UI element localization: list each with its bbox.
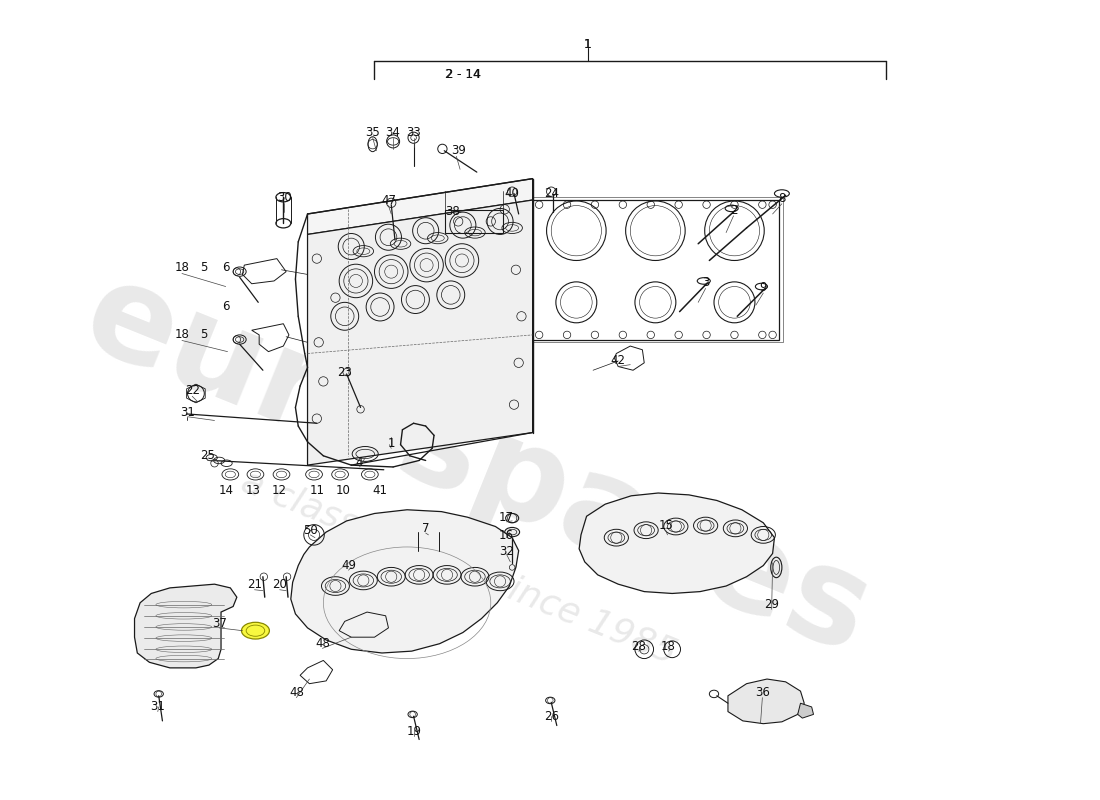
Text: 35: 35 [365,126,380,138]
Text: 39: 39 [451,144,465,158]
Text: 31: 31 [151,701,165,714]
Text: 12: 12 [272,484,287,497]
Polygon shape [728,679,804,724]
Text: 48: 48 [315,637,330,650]
Polygon shape [308,200,532,465]
Text: 50: 50 [302,524,318,537]
Text: 2: 2 [729,204,737,217]
Text: 36: 36 [755,686,770,699]
Text: 18: 18 [175,328,189,342]
Text: 29: 29 [764,598,779,611]
Text: 40: 40 [505,187,519,200]
Text: 4: 4 [356,456,363,469]
Text: 26: 26 [543,710,559,722]
Text: 11: 11 [309,484,324,497]
Text: 42: 42 [610,354,626,367]
Text: 34: 34 [386,126,400,138]
Text: 6: 6 [222,262,230,274]
Text: 18: 18 [175,262,189,274]
Text: 6: 6 [222,301,230,314]
Polygon shape [798,703,814,718]
Text: 2 - 14: 2 - 14 [446,68,480,81]
Text: 2 - 14: 2 - 14 [444,68,481,81]
Text: a classic parts since 1985: a classic parts since 1985 [235,464,681,670]
Text: 16: 16 [499,530,514,542]
Text: 28: 28 [631,640,646,653]
Polygon shape [308,178,532,234]
Text: 15: 15 [658,519,673,532]
Text: 49: 49 [341,559,356,572]
Text: 1: 1 [584,38,592,51]
Text: 14: 14 [218,484,233,497]
Text: 41: 41 [373,484,387,497]
Text: 32: 32 [499,545,514,558]
Text: 21: 21 [248,578,262,590]
Text: 37: 37 [211,617,227,630]
Polygon shape [134,584,236,668]
Text: 8: 8 [778,192,785,205]
Text: 24: 24 [543,187,559,200]
Text: 18: 18 [661,640,675,653]
Text: 7: 7 [422,522,429,535]
Text: 20: 20 [272,578,287,590]
Polygon shape [579,493,774,594]
Text: 3: 3 [702,276,710,290]
Ellipse shape [333,550,375,576]
Ellipse shape [505,527,519,537]
Text: 5: 5 [200,262,207,274]
Text: 13: 13 [246,484,261,497]
Text: 48: 48 [289,686,304,699]
Ellipse shape [242,622,270,639]
Text: 25: 25 [199,450,214,462]
Text: 22: 22 [185,384,200,397]
Text: 17: 17 [499,510,514,524]
Text: 1: 1 [584,38,592,51]
Text: 23: 23 [338,366,352,378]
Bar [446,210,503,233]
Text: 5: 5 [200,328,207,342]
Text: 9: 9 [759,281,767,294]
Text: 19: 19 [407,725,422,738]
Text: 10: 10 [336,484,350,497]
Text: 38: 38 [446,205,460,218]
Text: 33: 33 [406,126,421,138]
Text: 31: 31 [180,406,195,418]
Text: 1: 1 [387,438,395,450]
Polygon shape [290,510,519,653]
Text: 47: 47 [381,194,396,206]
Text: eurospares: eurospares [66,250,888,680]
Text: 30: 30 [277,190,292,204]
